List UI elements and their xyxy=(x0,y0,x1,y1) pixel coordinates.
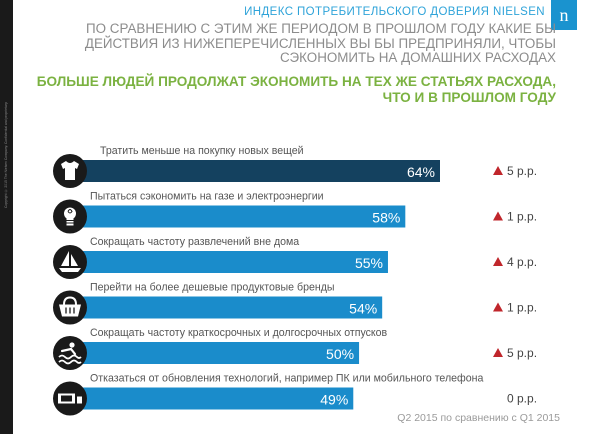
category-label: Отказаться от обновления технологий, нап… xyxy=(90,373,483,385)
boat-icon xyxy=(59,251,81,272)
value-label: 58% xyxy=(372,210,400,226)
value-label: 49% xyxy=(320,392,348,408)
up-arrow-icon xyxy=(493,257,503,266)
icon-circle xyxy=(53,245,87,279)
nielsen-logo: n xyxy=(551,0,577,30)
bar-row: Перейти на более дешевые продуктовые бре… xyxy=(53,282,537,325)
bar xyxy=(70,342,360,364)
shopping-basket-icon xyxy=(59,296,81,317)
category-label: Сокращать частоту развлечений вне дома xyxy=(90,236,299,248)
bar-row: Отказаться от обновления технологий, нап… xyxy=(53,373,537,416)
category-label: Перейти на более дешевые продуктовые бре… xyxy=(90,282,335,294)
change-label: 5 р.р. xyxy=(507,164,537,178)
bar-row: Сокращать частоту краткосрочных и долгос… xyxy=(53,327,537,370)
bar xyxy=(70,205,406,228)
tshirt-icon xyxy=(61,161,79,180)
bar-row: Тратить меньше на покупку новых вещей 64%… xyxy=(53,145,537,188)
footnote: Q2 2015 по сравнению с Q1 2015 xyxy=(397,412,560,424)
left-strip: Copyright © 2015 The Nielsen Company. Co… xyxy=(0,0,13,434)
bar xyxy=(70,251,388,273)
up-arrow-icon xyxy=(493,166,503,175)
up-arrow-icon xyxy=(493,302,503,312)
change-label: 1 р.р. xyxy=(507,301,537,315)
change-label: 5 р.р. xyxy=(507,346,537,360)
bar xyxy=(70,296,383,319)
survey-question: ПО СРАВНЕНИЮ С ЭТИМ ЖЕ ПЕРИОДОМ В ПРОШЛО… xyxy=(84,21,556,65)
brand-title: ИНДЕКС ПОТРЕБИТЕЛЬСКОГО ДОВЕРИЯ NIELSEN xyxy=(244,6,545,18)
change-label: 1 р.р. xyxy=(507,210,537,224)
icon-circle xyxy=(53,336,87,370)
bar-row: Пытаться сэкономить на газе и электроэне… xyxy=(53,191,537,234)
bar-row: Сокращать частоту развлечений вне дома 55… xyxy=(53,236,537,279)
category-label: Сокращать частоту краткосрочных и долгос… xyxy=(90,327,388,339)
bar xyxy=(70,387,354,410)
change-label: 4 р.р. xyxy=(507,255,537,269)
change-label: 0 р.р. xyxy=(507,392,537,406)
bar xyxy=(70,160,440,182)
value-label: 54% xyxy=(349,301,377,317)
logo-letter: n xyxy=(560,5,569,25)
lightbulb-icon xyxy=(64,207,76,226)
category-label: Пытаться сэкономить на газе и электроэне… xyxy=(90,191,324,203)
up-arrow-icon xyxy=(493,211,503,221)
category-label: Тратить меньше на покупку новых вещей xyxy=(100,145,304,157)
value-label: 50% xyxy=(326,346,354,362)
value-label: 64% xyxy=(407,164,435,180)
swimmer-icon xyxy=(58,342,82,365)
laptop-icon xyxy=(58,393,82,404)
up-arrow-icon xyxy=(493,348,503,357)
headline: БОЛЬШЕ ЛЮДЕЙ ПРОДОЛЖАТ ЭКОНОМИТЬ НА ТЕХ … xyxy=(36,74,556,105)
value-label: 55% xyxy=(355,255,383,271)
